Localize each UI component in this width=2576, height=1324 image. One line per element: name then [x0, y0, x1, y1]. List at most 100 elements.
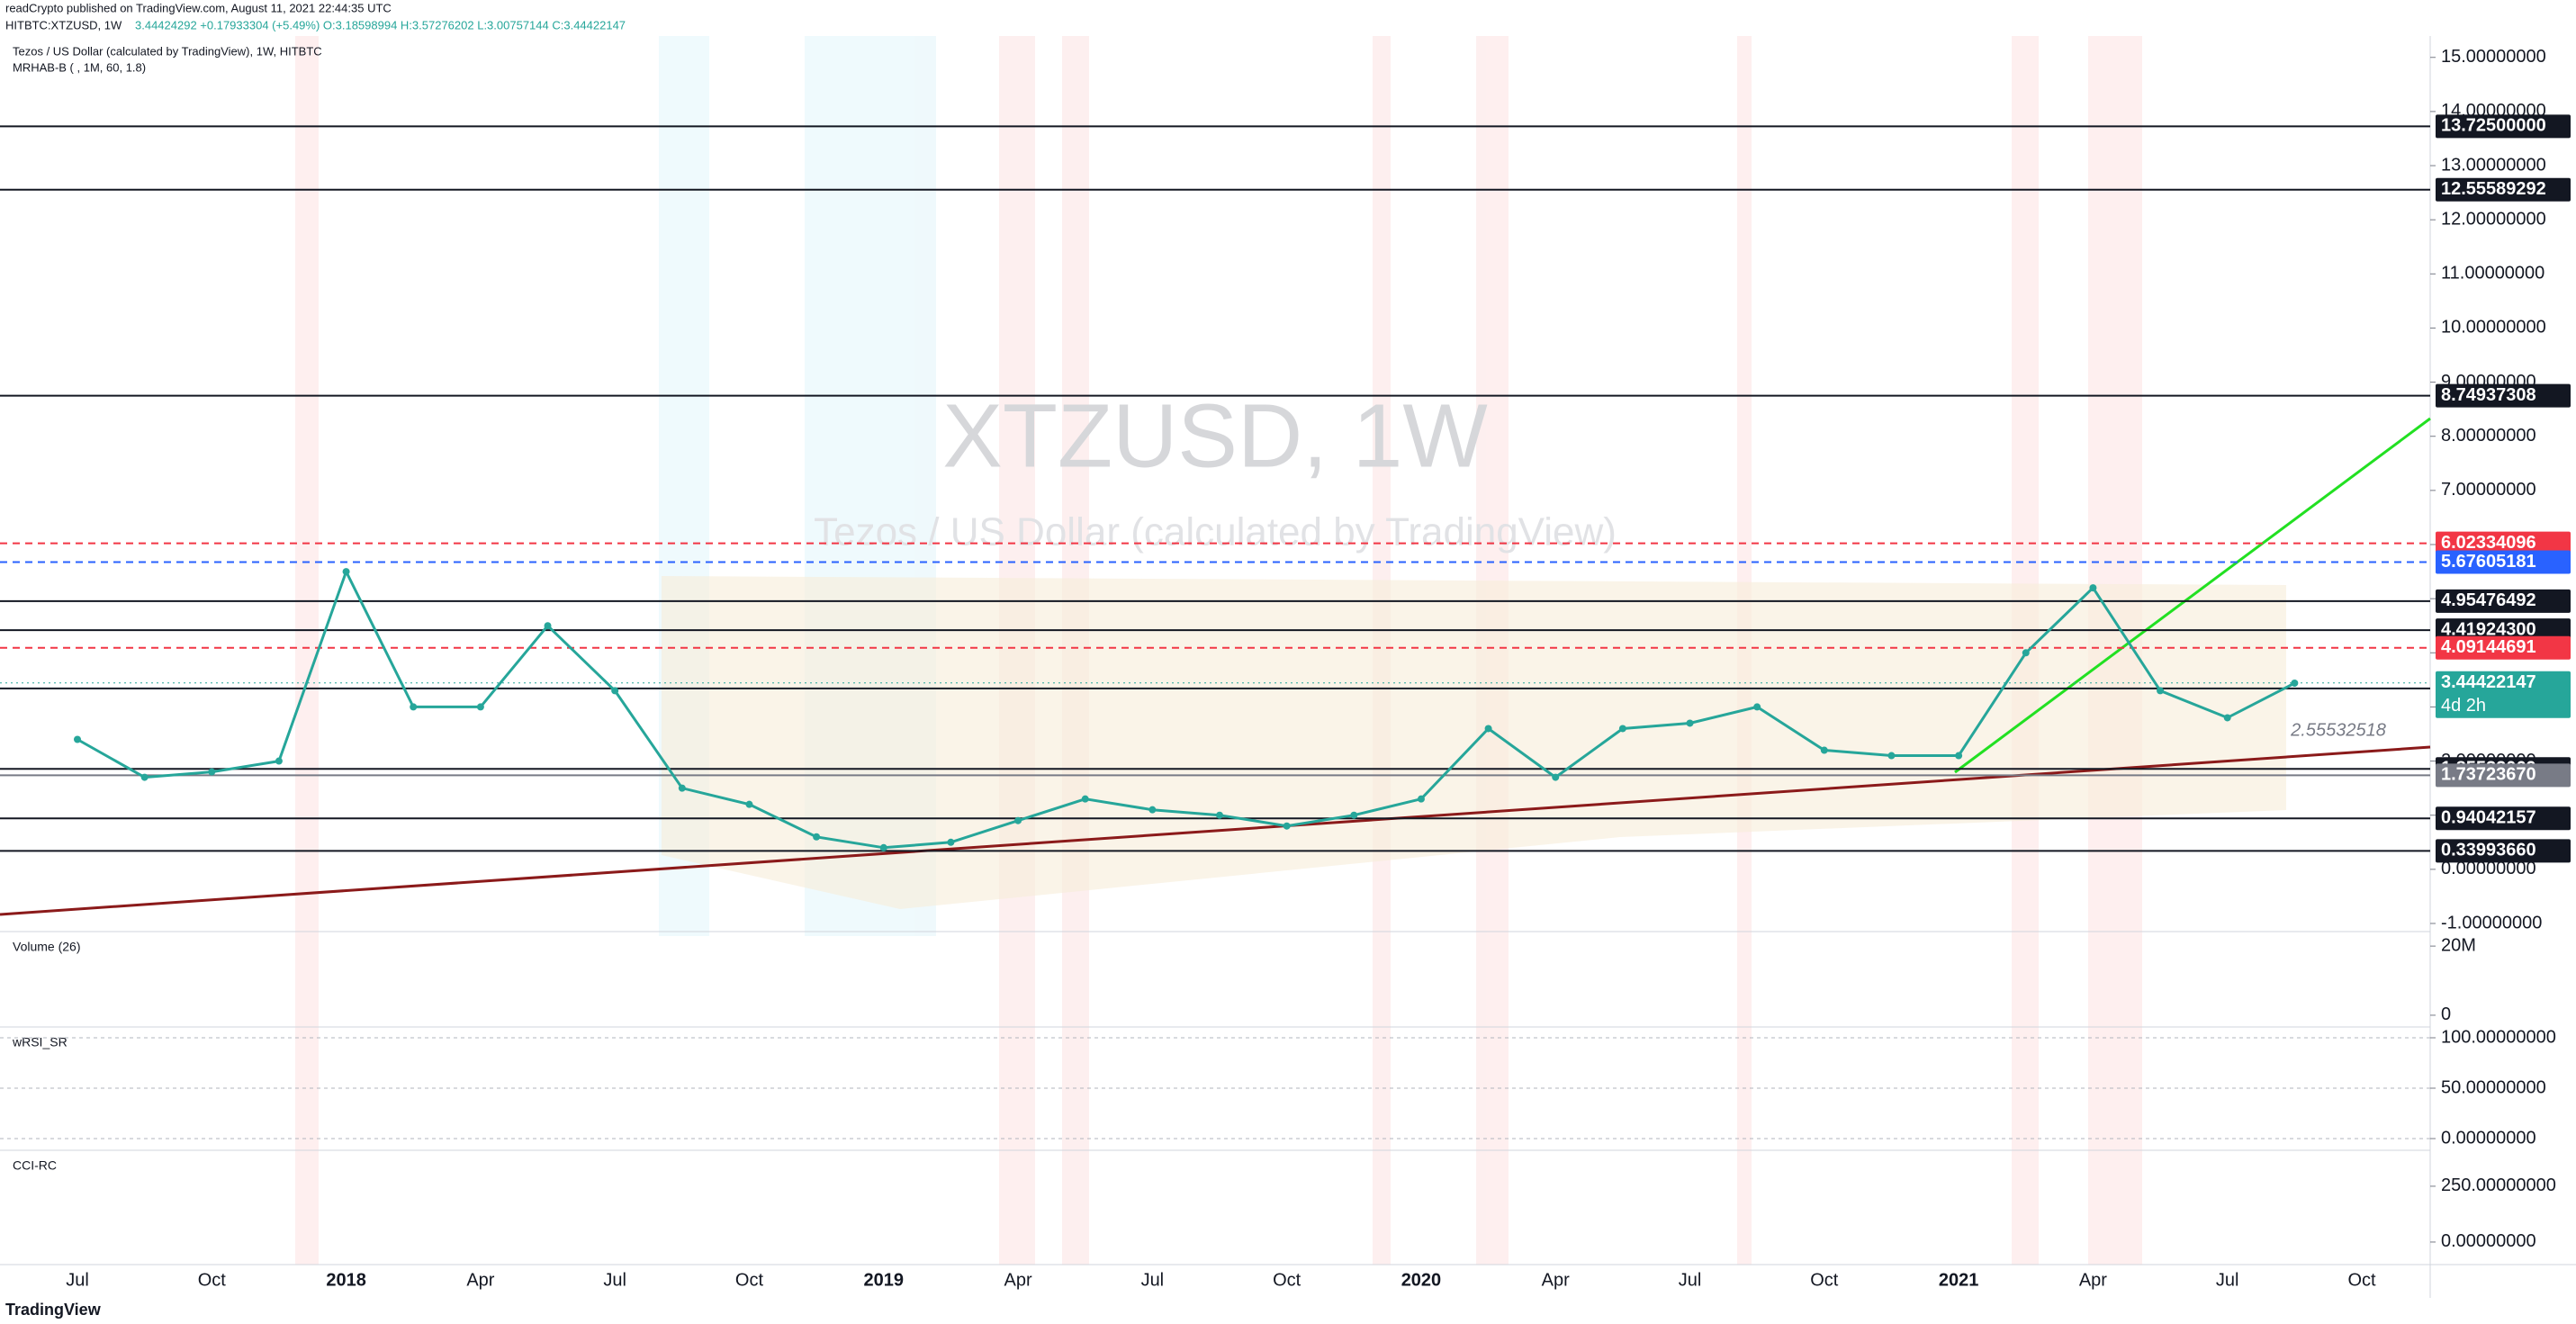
watermark-symbol: XTZUSD, 1W: [942, 385, 1488, 486]
price-point: [678, 784, 686, 792]
legend-item: MRHAB-B ( , 1M, 60, 1.8): [13, 60, 146, 74]
price-point: [1014, 816, 1022, 824]
level-label: 1.73723670: [2441, 765, 2536, 785]
level-label-box: [2436, 635, 2571, 660]
price-point: [1283, 822, 1291, 830]
level-label-box: [2436, 114, 2571, 139]
y-tick-label: 0.00000000: [2441, 1128, 2536, 1148]
level-label: 12.55589292: [2441, 179, 2546, 199]
y-tick-label: 0.00000000: [2441, 859, 2536, 878]
x-tick-label: Apr: [1004, 1270, 1031, 1290]
level-label-box: [2436, 550, 2571, 574]
y-tick-label: 11.00000000: [2441, 264, 2544, 284]
y-tick-label: -1.00000000: [2441, 913, 2542, 932]
panel-name: CCI-RC: [13, 1158, 57, 1173]
price-point: [544, 622, 552, 630]
price-point: [1686, 719, 1694, 727]
price-point: [2089, 584, 2097, 592]
x-tick-label: Apr: [466, 1270, 494, 1290]
price-point: [140, 773, 149, 781]
y-tick-label: 0.00000000: [2441, 1231, 2536, 1251]
price-marker: 2.55532518: [2290, 720, 2386, 740]
x-tick-label: Jul: [603, 1270, 626, 1290]
level-label-box: [2436, 589, 2571, 613]
countdown: 4d 2h: [2441, 696, 2486, 716]
y-tick-label: 8.00000000: [2441, 426, 2536, 446]
price-point: [275, 757, 283, 765]
panel-name: wRSI_SR: [12, 1035, 68, 1049]
publisher: readCrypto published on TradingView.com,…: [5, 1, 392, 14]
price-point: [611, 687, 619, 695]
footer-logo: TradingView: [5, 1301, 102, 1319]
x-tick-label: Oct: [1273, 1270, 1302, 1290]
price-point: [1820, 746, 1828, 754]
price-point: [342, 568, 350, 576]
level-label: 4.41924300: [2441, 619, 2536, 639]
x-tick-label: Jul: [66, 1270, 89, 1290]
y-tick-label: 250.00000000: [2441, 1175, 2556, 1195]
quote: 3.44424292 +0.17933304 (+5.49%) O:3.1859…: [135, 18, 626, 32]
y-tick-label: 12.00000000: [2441, 209, 2546, 229]
price-point: [1753, 703, 1761, 711]
level-label-box: [2436, 531, 2571, 555]
price-point: [1148, 806, 1157, 814]
price-point: [1887, 752, 1896, 760]
legend-item: Tezos / US Dollar (calculated by Trading…: [13, 44, 322, 58]
level-label: 6.02334096: [2441, 533, 2536, 553]
last-price-box: [2436, 671, 2571, 718]
level-label-box: [2436, 839, 2571, 863]
level-label-box: [2436, 383, 2571, 408]
symbol: HITBTC:XTZUSD, 1W: [5, 18, 122, 32]
price-point: [410, 703, 418, 711]
x-tick-label: Jul: [1679, 1270, 1702, 1290]
level-label-box: [2436, 806, 2571, 831]
price-point: [1955, 752, 1963, 760]
y-tick-label: 7.00000000: [2441, 480, 2536, 500]
x-tick-label: 2019: [864, 1270, 905, 1290]
level-label-box: [2436, 618, 2571, 643]
y-tick-label: 100.00000000: [2441, 1027, 2556, 1047]
price-point: [2022, 649, 2030, 657]
x-tick-label: 2020: [1401, 1270, 1442, 1290]
price-point: [745, 800, 753, 808]
price-point: [947, 838, 955, 846]
x-tick-label: Jul: [2216, 1270, 2239, 1290]
price-point: [1484, 725, 1492, 733]
price-point: [1216, 811, 1223, 819]
price-point: [1417, 795, 1425, 803]
level-label: 13.72500000: [2441, 116, 2546, 136]
price-point: [2223, 714, 2231, 722]
price-point: [208, 768, 216, 776]
last-price-label: 3.44422147: [2441, 672, 2536, 692]
x-tick-label: Apr: [2079, 1270, 2107, 1290]
x-tick-label: Jul: [1141, 1270, 1165, 1290]
price-point: [1552, 773, 1560, 781]
level-label-box: [2436, 177, 2571, 202]
price-point: [1618, 725, 1626, 733]
price-point: [476, 703, 484, 711]
price-point: [2157, 687, 2165, 695]
price-point: [813, 833, 821, 841]
y-tick-label: 15.00000000: [2441, 47, 2546, 67]
level-label-box: [2436, 763, 2571, 788]
price-line: [77, 568, 2296, 850]
panel-name: Volume (26): [13, 940, 80, 954]
price-point: [2291, 679, 2299, 687]
y-tick-label: 20M: [2441, 935, 2476, 955]
level-label: 4.95476492: [2441, 590, 2536, 610]
y-tick-label: 10.00000000: [2441, 318, 2546, 338]
price-point: [879, 843, 887, 851]
y-tick-label: 50.00000000: [2441, 1077, 2546, 1097]
watermark-description: Tezos / US Dollar (calculated by Trading…: [814, 510, 1617, 554]
price-point: [1350, 811, 1358, 819]
x-tick-label: 2018: [326, 1270, 366, 1290]
x-tick-label: Oct: [735, 1270, 764, 1290]
y-tick-label: 0: [2441, 1004, 2451, 1024]
trend-line: [1954, 417, 2431, 774]
price-point: [74, 735, 81, 743]
level-label: 0.94042157: [2441, 808, 2536, 828]
x-tick-label: Oct: [1810, 1270, 1839, 1290]
x-tick-label: 2021: [1939, 1270, 1979, 1290]
level-label: 0.33993660: [2441, 841, 2536, 860]
